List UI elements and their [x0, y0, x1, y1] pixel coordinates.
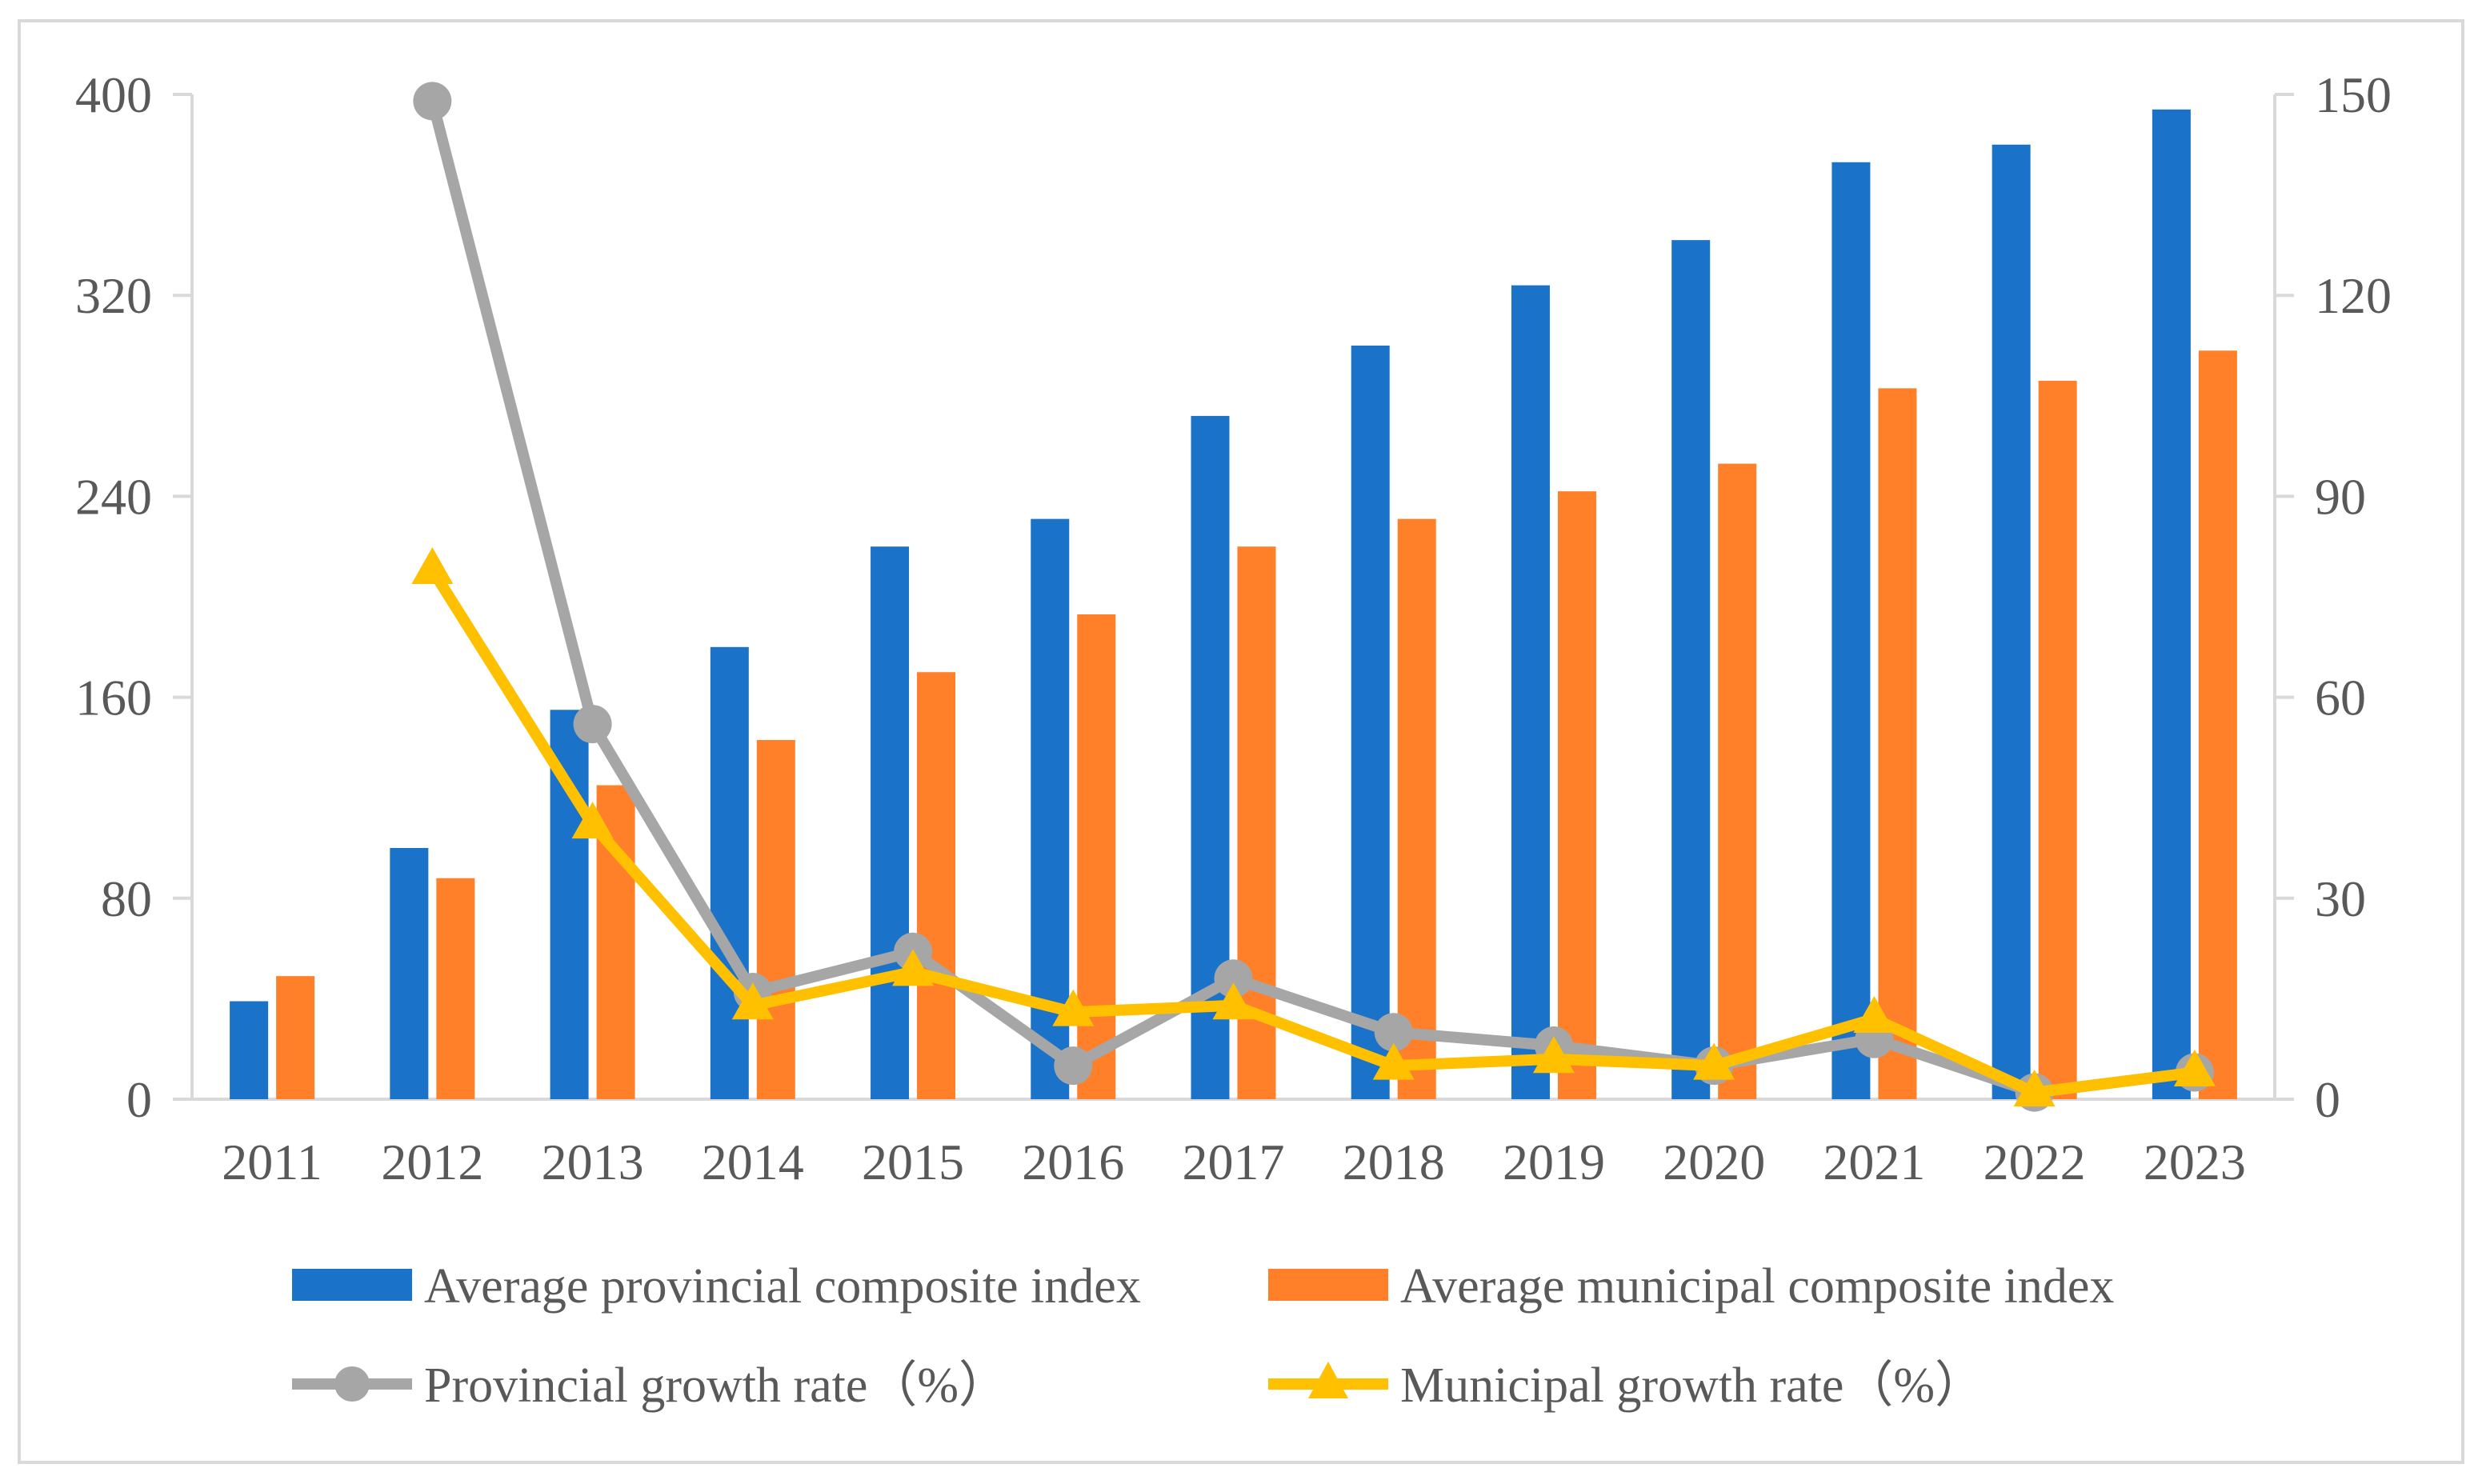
- municipal-growth-point-2012: [411, 546, 454, 584]
- municipal-bar-2012: [436, 878, 475, 1099]
- municipal-growth-point-2014: [731, 982, 774, 1020]
- left-tick-label: 240: [75, 468, 152, 525]
- x-tick-label: 2015: [862, 1134, 964, 1190]
- legend-label-2: Provincial growth rate（%）: [424, 1358, 1008, 1413]
- x-tick-label: 2013: [542, 1134, 644, 1190]
- municipal-bar-2021: [1878, 388, 1917, 1099]
- provincial-bar-2023: [2152, 109, 2191, 1100]
- x-tick-label: 2023: [2144, 1134, 2246, 1190]
- right-tick-label: 0: [2315, 1071, 2340, 1128]
- provincial-bar-2011: [230, 1001, 269, 1099]
- left-tick-label: 320: [75, 267, 152, 324]
- x-tick-label: 2011: [222, 1134, 322, 1190]
- provincial-growth-point-2012: [413, 82, 452, 121]
- provincial-growth-point-2016: [1054, 1046, 1093, 1086]
- provincial-growth-point-2013: [573, 705, 612, 744]
- provincial-growth-line: [426, 99, 2196, 1098]
- provincial-bar-2012: [390, 848, 429, 1099]
- right-tick-label: 150: [2315, 66, 2392, 123]
- legend-swatch-municipal-index: [1268, 1269, 1388, 1301]
- x-tick-label: 2014: [702, 1134, 804, 1190]
- x-tick-label: 2018: [1343, 1134, 1445, 1190]
- municipal-bar-2019: [1557, 491, 1596, 1099]
- legend-circle-marker: [334, 1366, 370, 1402]
- provincial-bar-2015: [871, 546, 910, 1099]
- provincial-growth-point-2017: [1214, 959, 1253, 998]
- municipal-growth-point-2015: [892, 949, 935, 986]
- x-tick-label: 2017: [1183, 1134, 1285, 1190]
- lines: [411, 82, 2216, 1112]
- municipal-growth-point-2013: [571, 802, 614, 839]
- municipal-growth-point-2023: [2173, 1049, 2216, 1086]
- right-tick-label: 30: [2315, 870, 2366, 927]
- municipal-growth-point-2016: [1052, 989, 1095, 1026]
- left-tick-label: 400: [75, 66, 152, 123]
- x-tick-label: 2019: [1503, 1134, 1605, 1190]
- municipal-growth-point-2017: [1212, 982, 1255, 1020]
- municipal-bar-2014: [756, 739, 795, 1099]
- x-tick-label: 2020: [1663, 1134, 1765, 1190]
- x-tick-label: 2022: [1984, 1134, 2086, 1190]
- municipal-bar-2018: [1397, 518, 1436, 1099]
- municipal-bar-2011: [276, 976, 315, 1099]
- provincial-bar-2014: [710, 646, 749, 1099]
- axes: 0 80 160 240 320 400 0 30 60 90 120 150 2011 2012 2013…: [75, 66, 2392, 1190]
- x-tick-label: 2012: [381, 1134, 483, 1190]
- municipal-growth-line: [427, 566, 2196, 1098]
- municipal-bar-2015: [917, 672, 956, 1099]
- municipal-growth-point-2019: [1532, 1036, 1575, 1074]
- x-tick-label: 2021: [1823, 1134, 1925, 1190]
- left-tick-label: 80: [101, 870, 152, 927]
- legend-label-1: Average municipal composite index: [1400, 1259, 2114, 1314]
- bars: [230, 109, 2237, 1100]
- provincial-bar-2019: [1511, 285, 1550, 1099]
- legend-triangle-marker: [1308, 1362, 1348, 1398]
- provincial-bar-2022: [1992, 144, 2031, 1099]
- right-tick-label: 90: [2315, 468, 2366, 525]
- municipal-growth-point-2018: [1372, 1042, 1415, 1080]
- municipal-bar-2016: [1077, 614, 1116, 1099]
- legend-label-0: Average provincial composite index: [424, 1259, 1141, 1314]
- municipal-bar-2020: [1718, 463, 1757, 1099]
- x-tick-label: 2016: [1022, 1134, 1124, 1190]
- provincial-bar-2018: [1351, 346, 1390, 1099]
- right-tick-label: 60: [2315, 670, 2366, 726]
- municipal-growth-point-2020: [1693, 1042, 1735, 1080]
- municipal-bar-2022: [2038, 380, 2077, 1100]
- municipal-growth-point-2022: [2013, 1070, 2056, 1107]
- municipal-bar-2023: [2198, 350, 2237, 1099]
- provincial-growth-point-2018: [1374, 1013, 1413, 1052]
- provincial-bar-2021: [1831, 162, 1871, 1099]
- legend-swatch-provincial-index: [292, 1269, 412, 1301]
- legend: Average provincial composite index Averag…: [292, 1259, 2114, 1413]
- provincial-bar-2020: [1671, 240, 1711, 1099]
- left-tick-label: 160: [75, 670, 152, 726]
- right-tick-label: 120: [2315, 267, 2392, 324]
- left-tick-label: 0: [126, 1071, 152, 1128]
- municipal-growth-point-2021: [1853, 996, 1896, 1033]
- legend-label-3: Municipal growth rate（%）: [1400, 1358, 1984, 1413]
